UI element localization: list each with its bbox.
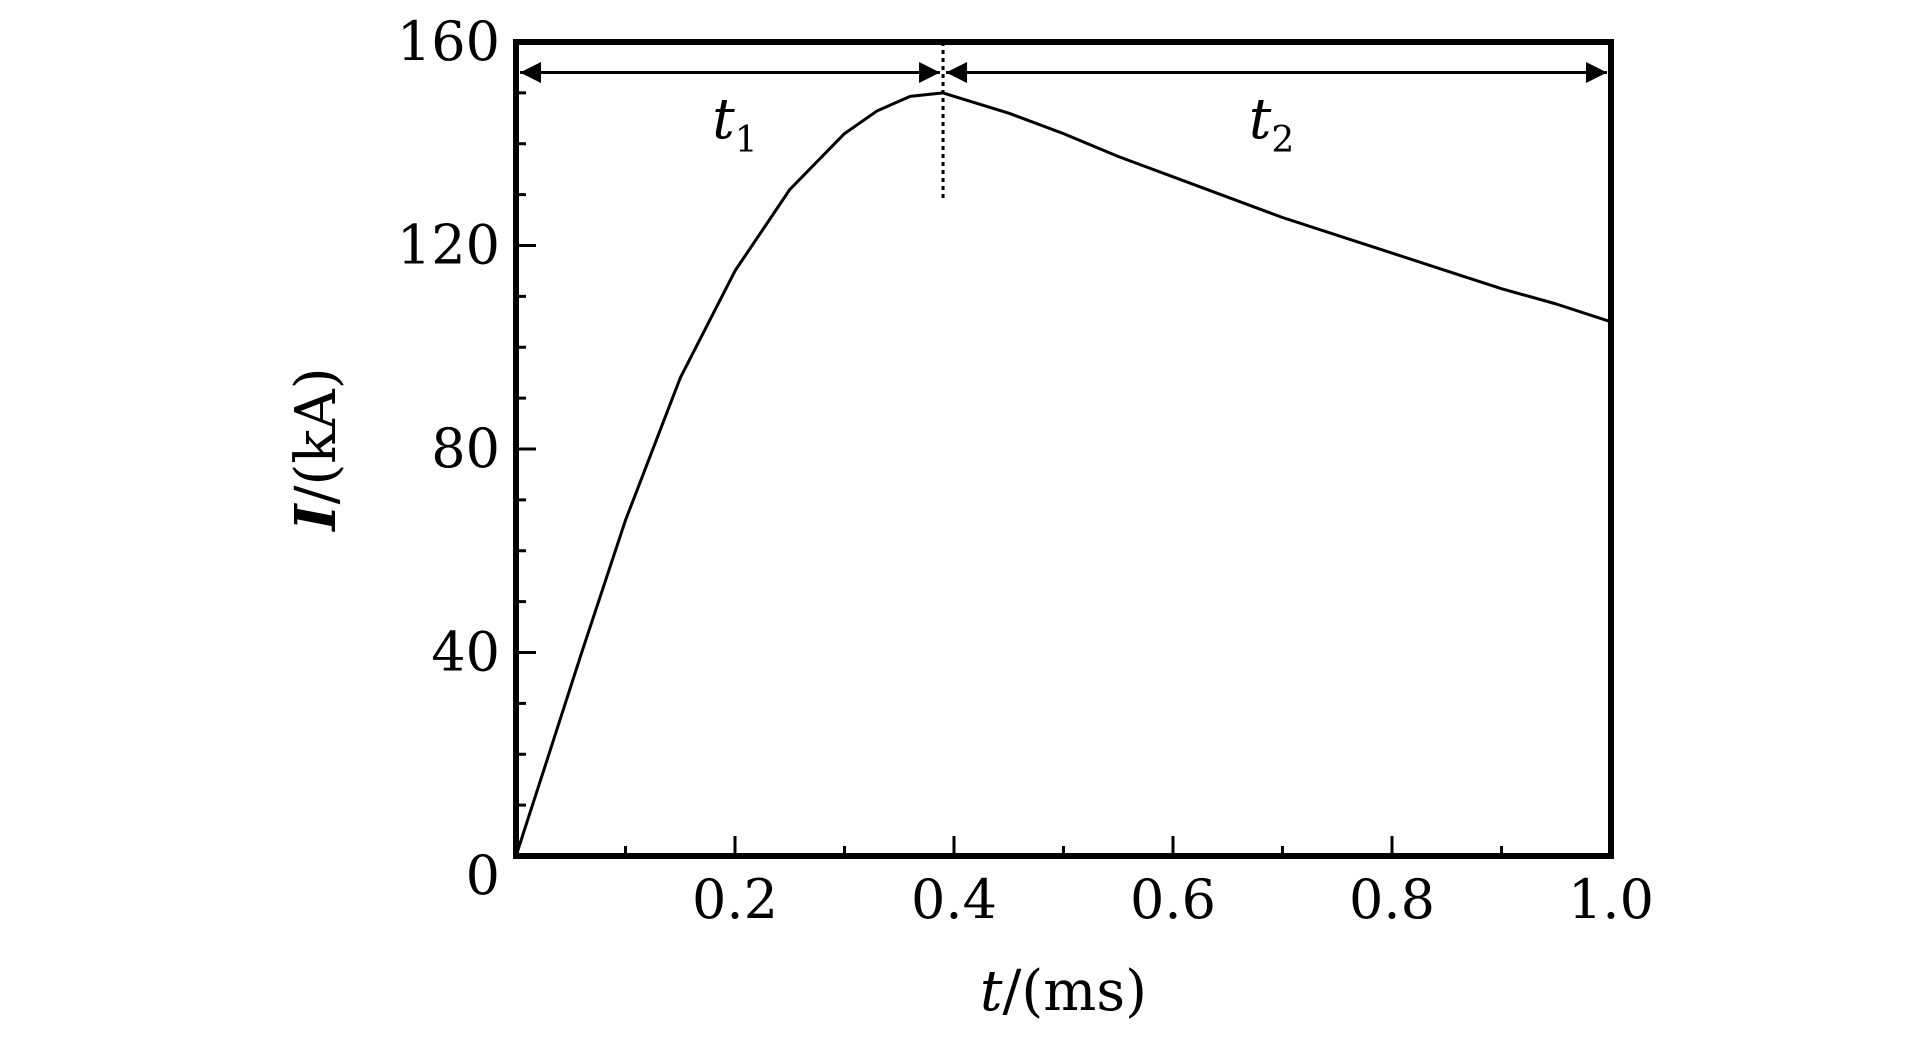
series-line <box>514 91 1612 857</box>
interval-label-t1: t1 <box>712 87 757 161</box>
y-tick-label: 0 <box>466 844 500 907</box>
y-tick-label: 80 <box>431 417 500 480</box>
y-axis-title: I/(kA) <box>283 367 349 532</box>
interval-label-t2: t2 <box>1249 87 1294 161</box>
y-tick-label: 40 <box>431 621 500 684</box>
x-tick-label: 0.6 <box>1130 868 1216 931</box>
x-tick-label: 0.4 <box>911 868 997 931</box>
x-tick-label: 0.2 <box>692 868 778 931</box>
x-tick-label: 0.8 <box>1349 868 1435 931</box>
plot-frame <box>513 39 1614 859</box>
y-tick-label: 160 <box>397 10 500 73</box>
x-tick-label: 1.0 <box>1568 868 1654 931</box>
y-tick-label: 120 <box>397 214 500 277</box>
x-axis-title: t/(ms) <box>980 959 1147 1024</box>
